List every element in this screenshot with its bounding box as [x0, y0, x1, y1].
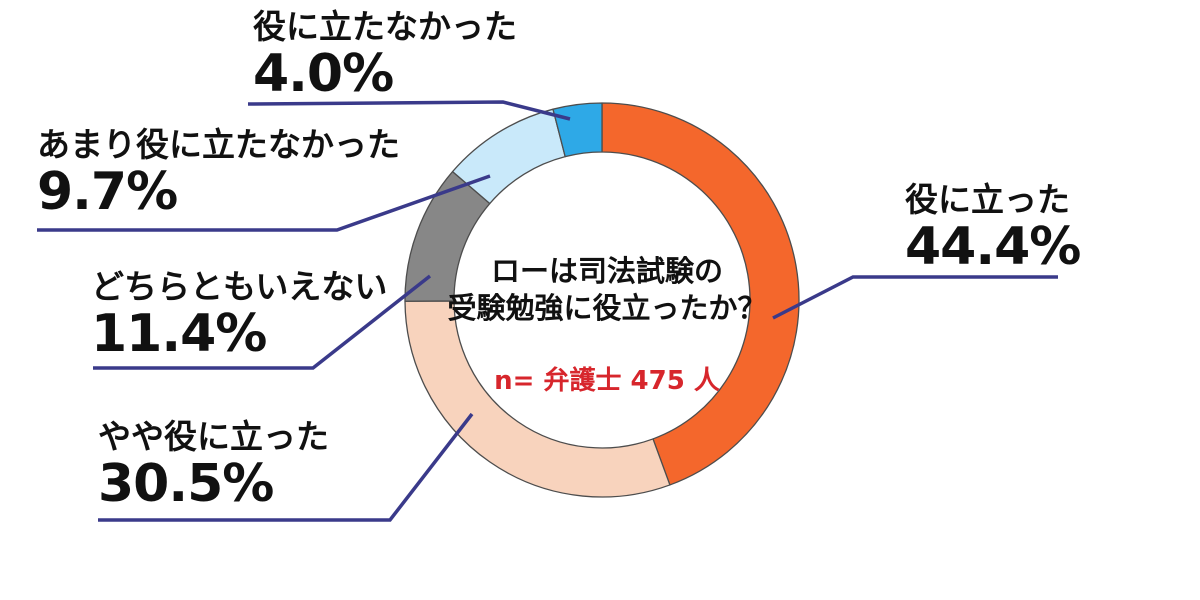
callout-useful: 役に立った 44.4% [905, 180, 1081, 277]
question-line-1: ローは司法試験の [490, 254, 723, 288]
leader-line-useful [772, 275, 1058, 320]
callout-useful-label: 役に立った [905, 180, 1070, 219]
sample-size-note: n= 弁護士 475 人 [494, 366, 720, 396]
leader-line-neither [93, 274, 432, 370]
leader-line-not-very-useful [37, 174, 491, 232]
leader-lines [37, 100, 1058, 522]
leader-line-somewhat-useful [98, 412, 474, 522]
callout-not-very-useful-label: あまり役に立たなかった [37, 125, 400, 164]
callout-not-useful: 役に立たなかった 4.0% [253, 7, 517, 104]
callout-neither: どちらともいえない 11.4% [91, 267, 388, 364]
slice-somewhat-useful [404, 300, 671, 498]
callout-not-useful-label: 役に立たなかった [253, 7, 517, 46]
callout-somewhat-useful: やや役に立った 30.5% [98, 417, 329, 514]
callout-neither-value: 11.4% [91, 304, 267, 364]
callout-not-very-useful: あまり役に立たなかった 9.7% [37, 125, 400, 222]
callout-not-useful-value: 4.0% [253, 44, 394, 104]
question-line-2: 受験勉強に役立ったか？ [447, 291, 767, 325]
donut-slices [404, 102, 800, 498]
callout-not-very-useful-value: 9.7% [37, 162, 178, 222]
slice-useful [601, 102, 800, 486]
callout-somewhat-useful-label: やや役に立った [98, 417, 329, 456]
callout-neither-label: どちらともいえない [91, 267, 388, 306]
callout-useful-value: 44.4% [905, 217, 1081, 277]
callout-somewhat-useful-value: 30.5% [98, 454, 274, 514]
chart-question: ローは司法試験の 受験勉強に役立ったか？ n= 弁護士 475 人 [392, 253, 822, 395]
leader-line-not-useful [247, 100, 571, 121]
